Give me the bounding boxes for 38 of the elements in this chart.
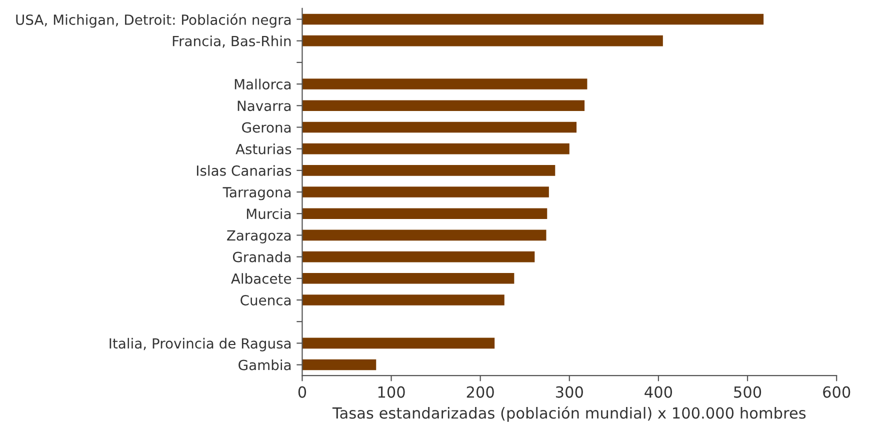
bar bbox=[302, 208, 548, 220]
y-tick-label: Navarra bbox=[238, 100, 291, 112]
x-tick-label: 300 bbox=[556, 386, 583, 398]
bar bbox=[302, 122, 577, 133]
y-tick-label: Tarragona bbox=[222, 187, 291, 200]
bar bbox=[302, 186, 549, 198]
x-axis-title: Tasas estandarizadas (población mundial) x 100.000 hombres bbox=[332, 406, 806, 422]
bar bbox=[302, 14, 764, 25]
x-tick-label: 100 bbox=[378, 386, 405, 398]
y-tick-label: Islas Canarias bbox=[196, 165, 292, 176]
y-tick-label: USA, Michigan, Detroit: Población negra bbox=[16, 14, 291, 28]
y-tick-label: Albacete bbox=[231, 273, 292, 284]
bar bbox=[302, 143, 570, 154]
bar bbox=[302, 294, 504, 306]
bar bbox=[302, 165, 556, 176]
y-tick-label: Gambia bbox=[238, 360, 291, 370]
y-tick-label: Gerona bbox=[242, 122, 291, 133]
y-tick-label: Granada bbox=[232, 252, 291, 262]
y-tick-label: Francia, Bas-Rhin bbox=[172, 36, 291, 48]
y-tick-label: Cuenca bbox=[240, 294, 291, 306]
bar bbox=[302, 230, 546, 241]
bar bbox=[302, 338, 495, 349]
bar bbox=[302, 35, 663, 46]
y-tick-label: Mallorca bbox=[234, 78, 291, 90]
y-tick-label: Zaragoza bbox=[227, 230, 291, 244]
y-tick-label: Murcia bbox=[246, 208, 291, 220]
bar bbox=[302, 100, 585, 112]
x-tick-label: 400 bbox=[644, 386, 672, 398]
bar bbox=[302, 359, 376, 370]
x-tick-label: 600 bbox=[823, 386, 850, 398]
bar bbox=[302, 251, 535, 262]
x-tick-label: 500 bbox=[734, 386, 762, 398]
bar bbox=[302, 272, 514, 284]
x-tick-label: 200 bbox=[466, 386, 494, 398]
bar bbox=[302, 78, 588, 90]
x-tick-label: 0 bbox=[298, 386, 306, 398]
y-tick-label: Asturias bbox=[236, 144, 292, 154]
y-tick-label: Italia, Provincia de Ragusa bbox=[110, 338, 291, 352]
